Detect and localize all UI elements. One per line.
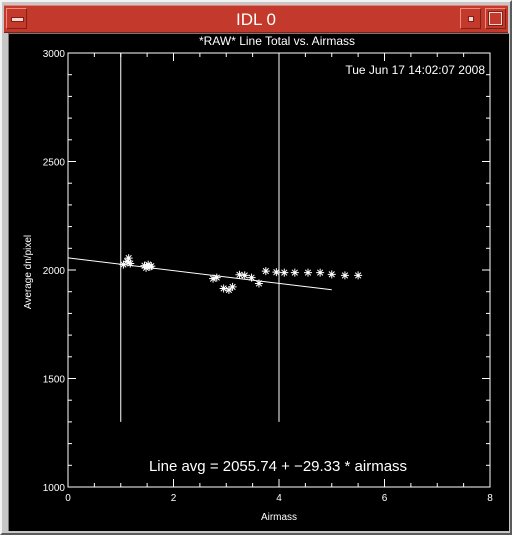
- y-tick-label: 1500: [43, 375, 66, 386]
- chart-title: *RAW* Line Total vs. Airmass: [199, 34, 355, 48]
- data-point: [209, 274, 218, 283]
- data-point: [290, 268, 299, 277]
- title-bar[interactable]: IDL 0: [4, 5, 508, 33]
- y-axis-label: Average dn/pixel: [23, 235, 34, 309]
- window-title: IDL 0: [235, 10, 276, 29]
- data-point: [327, 270, 336, 279]
- x-tick-label: 6: [382, 493, 388, 504]
- data-point: [228, 282, 237, 291]
- y-tick-label: 1000: [43, 483, 66, 494]
- x-tick-label: 4: [276, 493, 282, 504]
- data-point: [261, 267, 270, 276]
- minimize-button[interactable]: [460, 8, 481, 29]
- data-point: [224, 285, 233, 294]
- data-point: [247, 273, 256, 282]
- y-tick-label: 2000: [43, 266, 66, 277]
- chart-timestamp: Tue Jun 17 14:02:07 2008: [345, 63, 485, 77]
- data-point: [316, 268, 325, 277]
- x-tick-label: 8: [487, 493, 493, 504]
- data-point: [235, 270, 244, 279]
- data-point: [240, 271, 249, 280]
- data-point: [272, 268, 281, 277]
- airmass-chart: *RAW* Line Total vs. Airmass Tue Jun 17 …: [23, 34, 493, 523]
- y-tick-label: 2500: [43, 158, 66, 169]
- window-menu-icon: [11, 17, 24, 22]
- plot-area: *RAW* Line Total vs. Airmass Tue Jun 17 …: [8, 33, 509, 531]
- x-tick-label: 0: [65, 493, 71, 504]
- x-axis-label: Airmass: [261, 512, 297, 523]
- data-point: [212, 273, 221, 282]
- maximize-button[interactable]: [485, 8, 506, 29]
- data-point: [340, 271, 349, 280]
- fit-equation: Line avg = 2055.74 + −29.33 * airmass: [149, 458, 407, 475]
- data-point: [304, 268, 313, 277]
- window-menu-button[interactable]: [6, 8, 27, 29]
- data-point: [142, 263, 151, 272]
- y-tick-label: 3000: [43, 49, 66, 60]
- minimize-icon: [468, 16, 474, 22]
- data-point: [147, 262, 156, 271]
- data-point: [119, 260, 128, 269]
- data-point: [280, 268, 289, 277]
- data-point: [219, 284, 228, 293]
- data-point: [254, 279, 263, 288]
- data-point: [124, 254, 133, 263]
- data-point: [145, 262, 154, 271]
- maximize-icon: [488, 11, 503, 26]
- fit-line: [67, 257, 332, 291]
- data-point: [354, 271, 363, 280]
- data-point: [126, 259, 135, 268]
- data-point: [123, 257, 132, 266]
- x-tick-label: 2: [171, 493, 177, 504]
